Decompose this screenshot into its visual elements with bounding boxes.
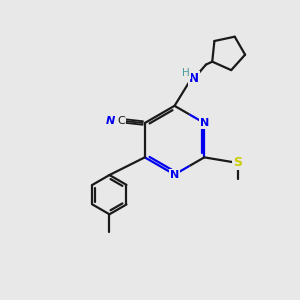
Text: N: N [170,169,179,179]
Text: N: N [189,72,199,85]
Text: N: N [106,116,115,126]
Text: N: N [200,118,209,128]
Text: H: H [182,68,190,78]
Text: S: S [233,156,242,169]
Text: C: C [117,116,125,126]
